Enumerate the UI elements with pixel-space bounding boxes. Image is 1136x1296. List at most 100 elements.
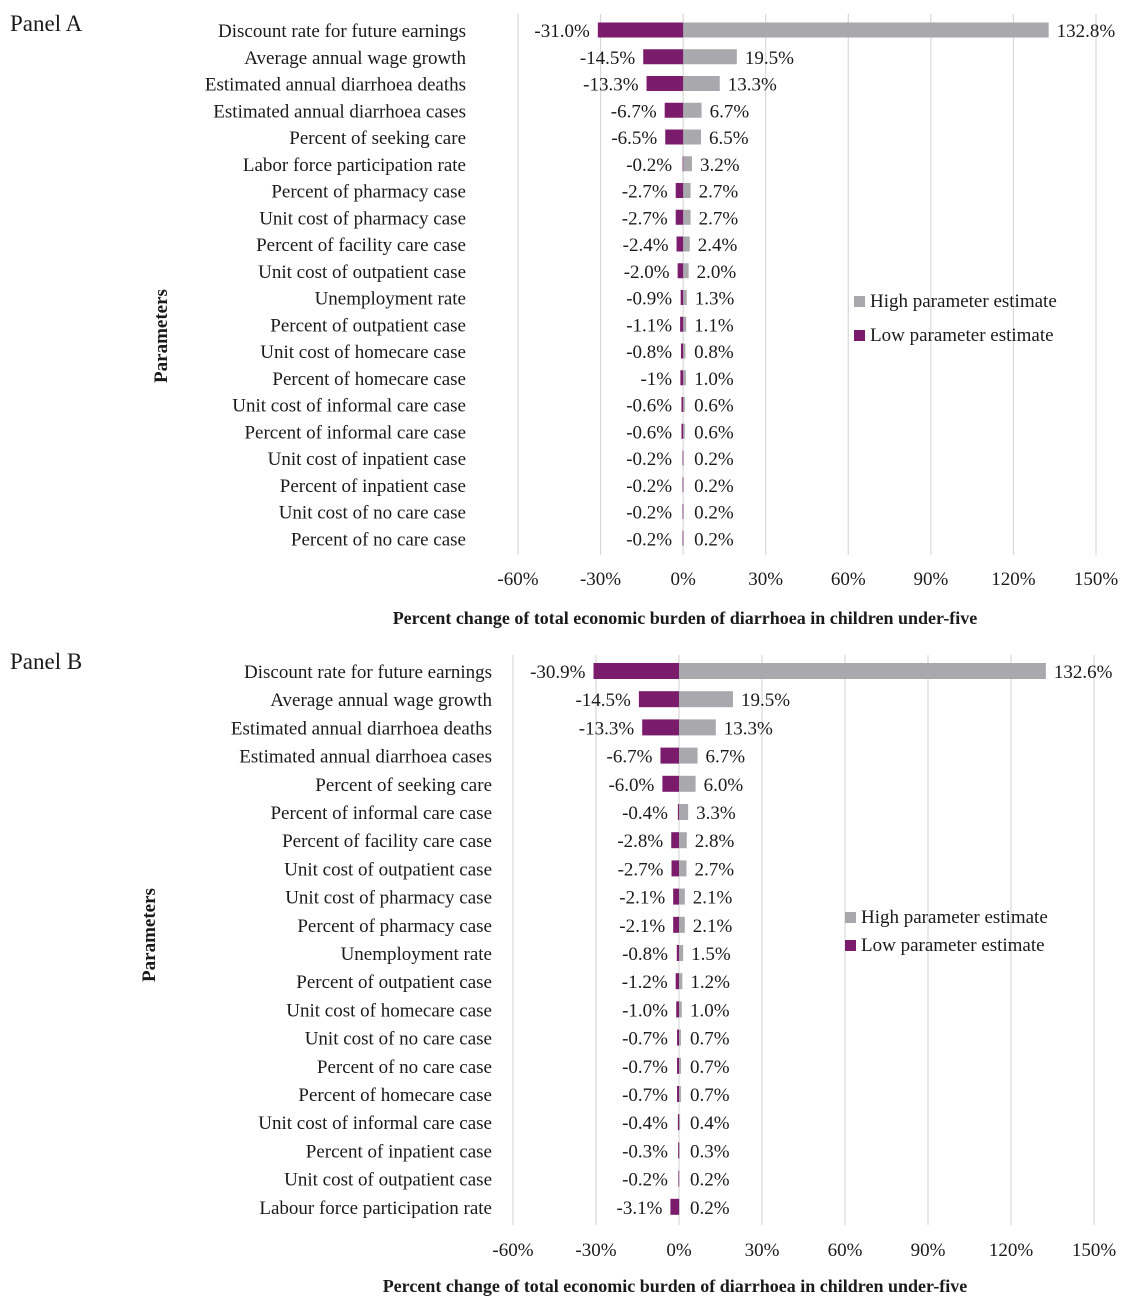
y-axis-title: Parameters <box>151 289 172 383</box>
high-estimate-bar <box>679 1029 681 1046</box>
low-value-label: -14.5% <box>580 48 636 69</box>
high-estimate-bar <box>679 888 685 905</box>
legend-label-low: Low parameter estimate <box>870 325 1054 346</box>
x-tick-label: 90% <box>911 1240 946 1261</box>
low-estimate-bar <box>675 973 679 990</box>
x-tick-label: 120% <box>989 1240 1034 1261</box>
x-tick-label: 0% <box>666 1240 692 1261</box>
high-value-label: 13.3% <box>728 75 777 96</box>
high-value-label: 13.3% <box>724 718 773 739</box>
high-estimate-bar <box>683 183 691 198</box>
low-estimate-bar <box>680 370 684 386</box>
low-estimate-bar <box>680 290 684 305</box>
panel-label: Panel A <box>10 11 83 36</box>
high-value-label: 2.7% <box>694 859 734 880</box>
high-value-label: 0.2% <box>694 476 734 497</box>
low-value-label: -1.0% <box>622 1000 668 1021</box>
high-value-label: 1.2% <box>690 972 730 993</box>
high-estimate-bar <box>683 423 685 439</box>
x-tick-label: 150% <box>1074 569 1119 590</box>
high-estimate-bar <box>683 156 692 172</box>
x-tick-label: 90% <box>913 569 948 590</box>
high-estimate-bar <box>679 832 687 849</box>
low-value-label: -0.8% <box>626 342 672 363</box>
high-value-label: 0.6% <box>694 422 734 443</box>
high-value-label: 2.4% <box>698 235 738 256</box>
low-value-label: -2.8% <box>617 831 663 852</box>
high-value-label: 6.7% <box>706 747 746 768</box>
low-value-label: -1% <box>640 369 672 390</box>
low-estimate-bar <box>681 423 684 439</box>
high-value-label: 0.7% <box>690 1085 730 1106</box>
legend-swatch-low <box>845 940 856 951</box>
parameter-label: Percent of seeking care <box>315 775 492 796</box>
low-value-label: -14.5% <box>575 690 631 711</box>
parameter-label: Unit cost of informal care case <box>258 1113 492 1134</box>
high-estimate-bar <box>679 860 687 877</box>
low-value-label: -0.4% <box>622 803 668 824</box>
low-value-label: -0.6% <box>626 396 672 417</box>
high-estimate-bar <box>683 263 689 279</box>
low-value-label: -0.6% <box>626 422 672 443</box>
high-value-label: 1.1% <box>694 315 734 336</box>
high-estimate-bar <box>683 397 685 412</box>
high-value-label: 2.0% <box>697 262 737 283</box>
panel-label: Panel B <box>10 649 82 674</box>
parameter-label: Percent of homecare case <box>272 369 466 390</box>
parameter-label: Percent of informal care case <box>244 422 466 443</box>
low-value-label: -0.2% <box>626 449 672 470</box>
legend-label-low: Low parameter estimate <box>861 935 1045 956</box>
low-estimate-bar <box>671 860 679 877</box>
high-value-label: 2.8% <box>695 831 735 852</box>
parameter-label: Percent of facility care case <box>282 831 492 852</box>
high-estimate-bar <box>683 129 702 145</box>
high-value-label: 0.4% <box>690 1113 730 1134</box>
high-value-label: 0.8% <box>694 342 734 363</box>
low-estimate-bar <box>682 477 684 493</box>
high-estimate-bar <box>683 290 687 305</box>
low-estimate-bar <box>681 397 684 412</box>
low-value-label: -2.7% <box>618 859 664 880</box>
legend-swatch-high <box>854 296 865 307</box>
high-value-label: 132.8% <box>1057 21 1116 42</box>
high-estimate-bar <box>679 719 716 736</box>
high-value-label: 1.5% <box>691 944 731 965</box>
parameter-label: Unit cost of outpatient case <box>258 262 466 283</box>
low-value-label: -31.0% <box>534 21 590 42</box>
x-tick-label: -30% <box>580 569 621 590</box>
high-value-label: 1.3% <box>695 289 735 310</box>
parameter-label: Discount rate for future earnings <box>218 21 466 42</box>
high-estimate-bar <box>683 343 686 359</box>
high-value-label: 0.2% <box>690 1170 730 1191</box>
low-value-label: -2.0% <box>624 262 670 283</box>
parameter-label: Discount rate for future earnings <box>244 662 492 683</box>
low-value-label: -2.7% <box>622 182 668 203</box>
low-estimate-bar <box>678 1170 680 1187</box>
high-estimate-bar <box>679 1114 681 1131</box>
high-value-label: 132.6% <box>1054 662 1113 683</box>
high-estimate-bar <box>683 477 684 493</box>
low-estimate-bar <box>664 102 684 118</box>
low-value-label: -6.7% <box>607 747 653 768</box>
high-value-label: 2.7% <box>699 208 739 229</box>
high-value-label: 0.2% <box>690 1198 730 1219</box>
high-estimate-bar <box>679 1057 681 1074</box>
high-estimate-bar <box>683 236 690 252</box>
high-value-label: 3.3% <box>696 803 736 824</box>
x-axis-title: Percent change of total economic burden … <box>383 1276 968 1296</box>
parameter-label: Unemployment rate <box>341 944 492 965</box>
low-estimate-bar <box>682 450 684 466</box>
low-value-label: -0.2% <box>626 476 672 497</box>
low-estimate-bar <box>682 504 684 519</box>
low-value-label: -3.1% <box>617 1198 663 1219</box>
high-value-label: 0.6% <box>694 396 734 417</box>
parameter-label: Unemployment rate <box>315 289 466 310</box>
parameter-label: Percent of inpatient case <box>306 1141 492 1162</box>
legend-label-high: High parameter estimate <box>870 291 1057 312</box>
high-estimate-bar <box>683 450 684 466</box>
low-value-label: -30.9% <box>530 662 586 683</box>
high-value-label: 0.7% <box>690 1029 730 1050</box>
high-value-label: 0.2% <box>694 449 734 470</box>
low-value-label: -2.1% <box>619 916 665 937</box>
